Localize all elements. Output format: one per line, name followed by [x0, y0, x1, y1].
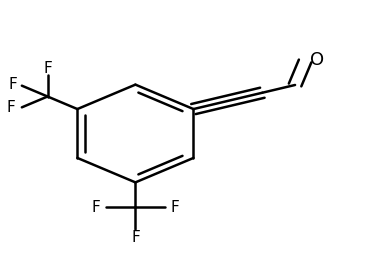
Text: F: F — [91, 200, 100, 215]
Text: F: F — [131, 230, 140, 245]
Text: F: F — [171, 200, 180, 215]
Text: F: F — [7, 100, 15, 115]
Text: F: F — [43, 61, 52, 76]
Text: F: F — [8, 77, 17, 92]
Text: O: O — [310, 51, 324, 69]
